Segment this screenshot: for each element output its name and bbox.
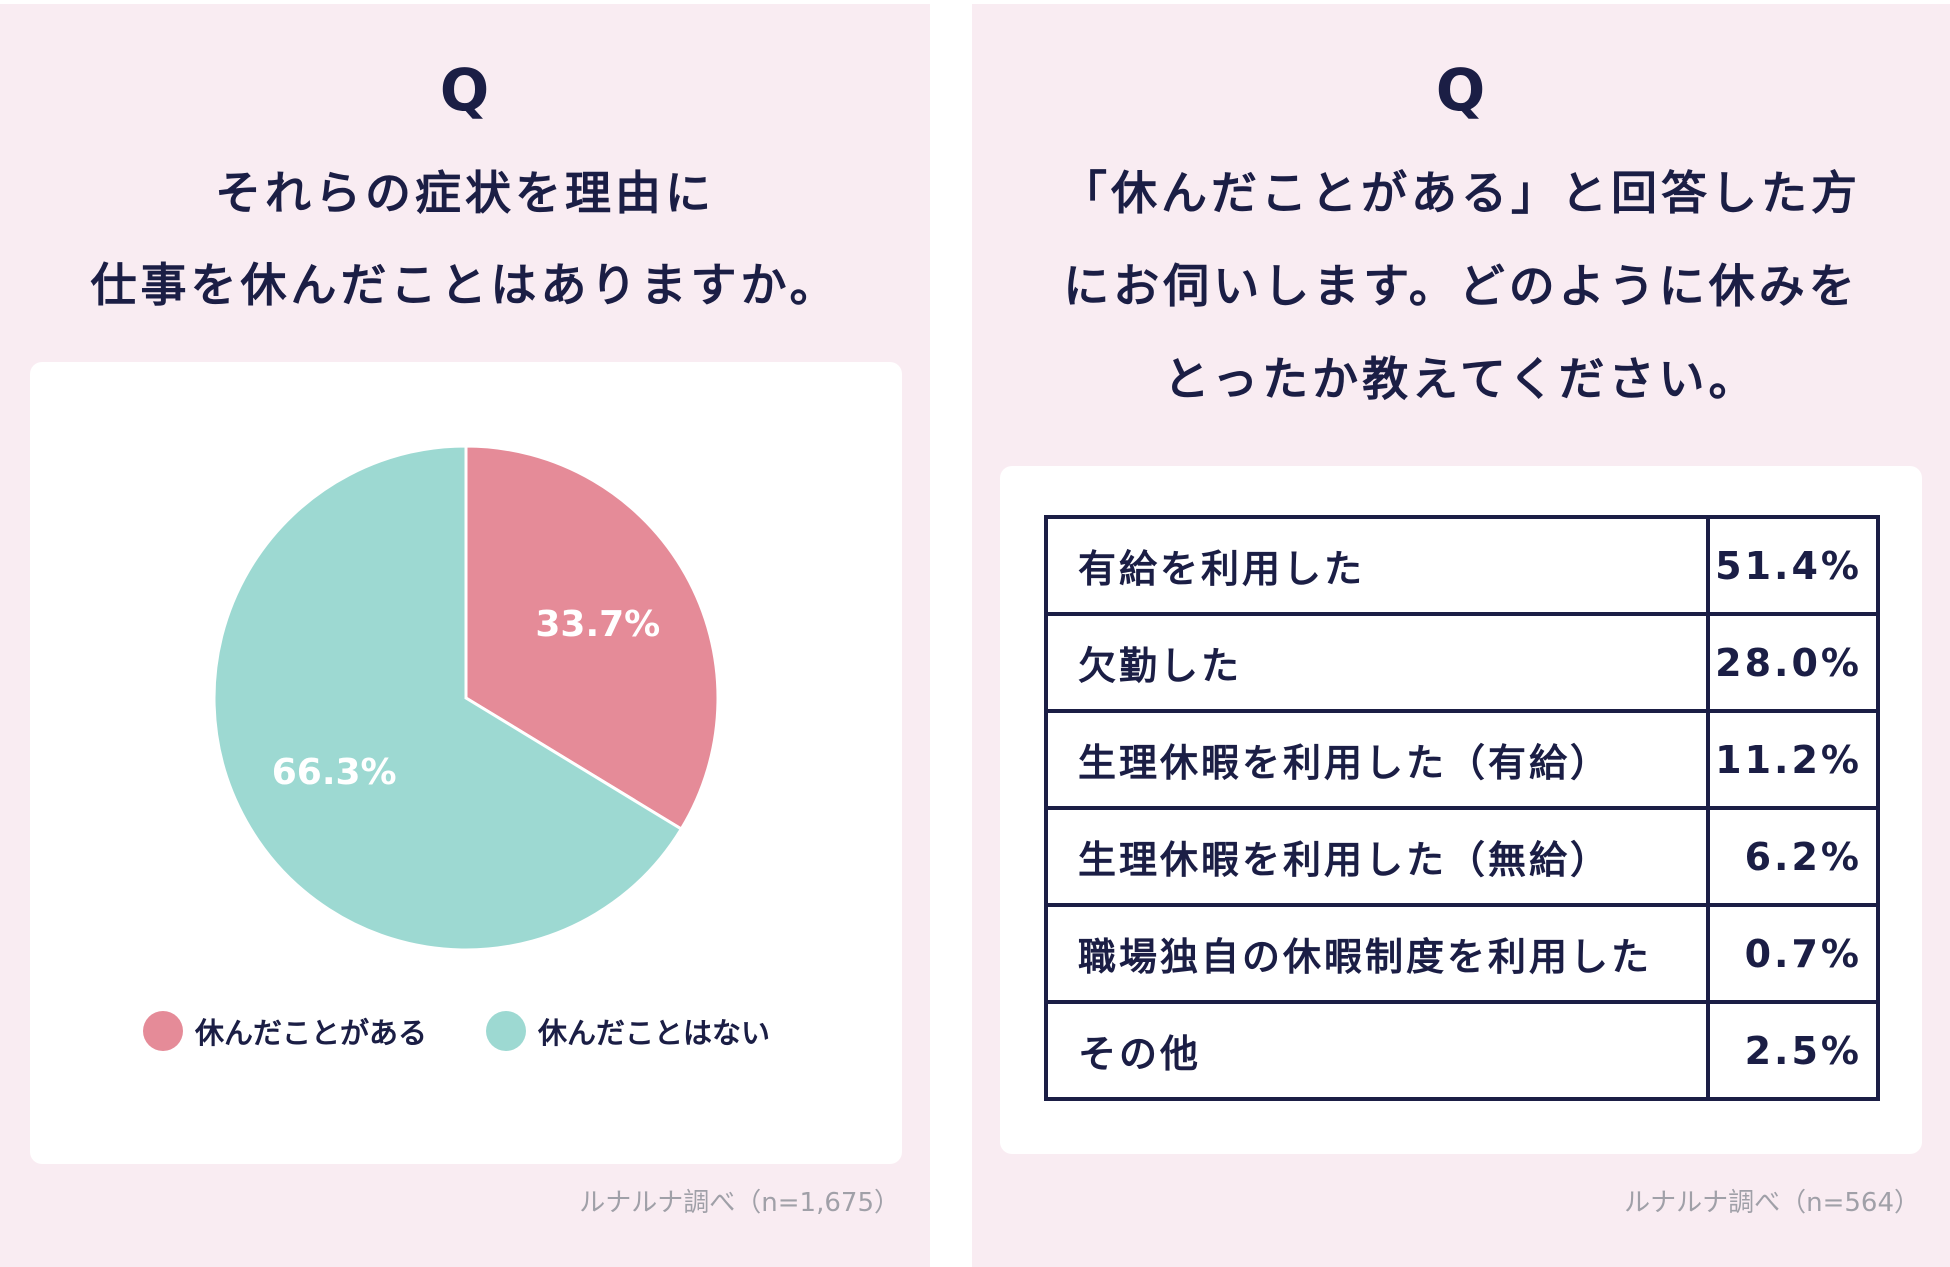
question-line: 仕事を休んだことはありますか。	[90, 258, 840, 312]
legend-item-not-taken: 休んだことはない	[486, 1010, 770, 1052]
row-label: 生理休暇を利用した（有給）	[1044, 709, 1710, 810]
question-mark-left: Q	[439, 56, 491, 124]
pie-chart: 33.7% 66.3%	[212, 444, 720, 952]
table-row: 生理休暇を利用した（無給） 6.2%	[1044, 806, 1880, 907]
question-line: 「休んだことがある」と回答した方	[1061, 166, 1861, 220]
chart-legend: 休んだことがある 休んだことはない	[30, 1010, 902, 1054]
table-row: 生理休暇を利用した（有給） 11.2%	[1044, 709, 1880, 810]
row-label: 職場独自の休暇制度を利用した	[1044, 903, 1710, 1004]
results-table-card: 有給を利用した 51.4% 欠勤した 28.0% 生理休暇を利用した（有給） 1…	[1000, 466, 1922, 1154]
pie-chart-card: 33.7% 66.3% 休んだことがある 休んだことはない	[30, 362, 902, 1164]
row-value: 11.2%	[1706, 709, 1880, 810]
source-note-left: ルナルナ調べ（n=1,675）	[579, 1188, 900, 1218]
right-panel: Q 「休んだことがある」と回答した方 にお伺いします。どのように休みを とったか…	[972, 4, 1950, 1267]
row-value: 28.0%	[1706, 612, 1880, 713]
row-value: 51.4%	[1706, 515, 1880, 616]
row-value: 2.5%	[1706, 1000, 1880, 1101]
pie-slice-not-taken	[212, 444, 684, 952]
row-label: 有給を利用した	[1044, 515, 1710, 616]
question-line: にお伺いします。どのように休みを	[1063, 259, 1859, 313]
row-label: その他	[1044, 1000, 1710, 1101]
table-row: 職場独自の休暇制度を利用した 0.7%	[1044, 903, 1880, 1004]
row-label: 生理休暇を利用した（無給）	[1044, 806, 1710, 907]
legend-label-not-taken: 休んだことはない	[538, 1016, 771, 1050]
pie-label-not-taken: 66.3%	[272, 752, 397, 793]
table-row: その他 2.5%	[1044, 1000, 1880, 1101]
legend-item-taken: 休んだことがある	[143, 1010, 427, 1052]
question-line: それらの症状を理由に	[215, 166, 715, 220]
row-value: 6.2%	[1706, 806, 1880, 907]
question-title-left: それらの症状を理由に 仕事を休んだことはありますか。	[0, 147, 930, 331]
legend-label-taken: 休んだことがある	[195, 1016, 428, 1050]
pie-label-taken: 33.7%	[535, 604, 660, 645]
legend-swatch-not-taken	[486, 1011, 526, 1051]
table-row: 欠勤した 28.0%	[1044, 612, 1880, 713]
results-table: 有給を利用した 51.4% 欠勤した 28.0% 生理休暇を利用した（有給） 1…	[1044, 515, 1880, 1101]
question-line: とったか教えてください。	[1163, 352, 1759, 406]
question-mark-right: Q	[1435, 56, 1487, 124]
source-note-right: ルナルナ調べ（n=564）	[1624, 1188, 1920, 1218]
legend-swatch-taken	[143, 1011, 183, 1051]
row-label: 欠勤した	[1044, 612, 1710, 713]
row-value: 0.7%	[1706, 903, 1880, 1004]
table-row: 有給を利用した 51.4%	[1044, 515, 1880, 616]
left-panel: Q それらの症状を理由に 仕事を休んだことはありますか。 33.7% 66.3% …	[0, 4, 930, 1267]
pie-slice-taken	[464, 444, 720, 832]
question-title-right: 「休んだことがある」と回答した方 にお伺いします。どのように休みを とったか教え…	[972, 147, 1950, 426]
